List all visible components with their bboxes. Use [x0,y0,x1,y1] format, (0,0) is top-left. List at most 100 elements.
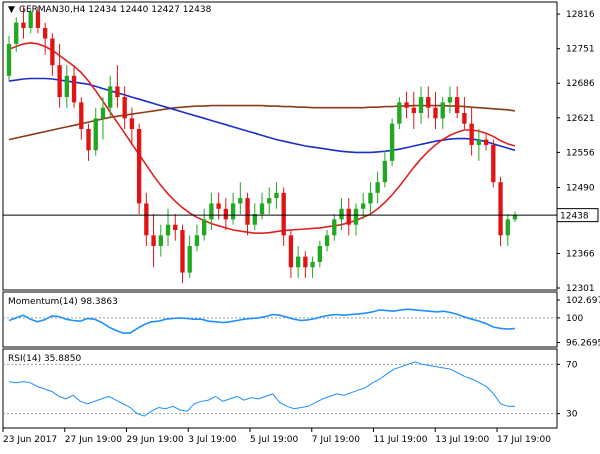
rsi-panel-border [2,348,558,429]
rsi-label: RSI(14) 35.8850 [8,354,81,364]
price-tick-label: 12621 [566,114,595,124]
time-tick-label: 5 Jul 19:00 [250,435,299,445]
ma-fast-line [8,41,516,234]
rsi-panel: 70 30 RSI(14) 35.8850 [2,348,578,429]
candle-bear [455,97,460,114]
candle-bull [324,235,330,246]
candle-bull [317,245,322,262]
candle-bull [187,245,192,273]
candle-bear [462,113,467,124]
candle-bull [100,107,106,119]
momentum-label: Momentum(14) 98.3863 [8,297,118,307]
time-tick-label: 27 Jun 19:00 [65,435,122,445]
price-tick-label: 12686 [566,79,595,89]
price-tick-label: 12366 [566,249,595,259]
rsi-series [3,361,557,417]
candle-bear [122,97,127,119]
candle-bull [418,97,424,114]
candle-bull [14,22,19,44]
candle-bear [50,38,55,66]
candle-bear [433,107,438,119]
momentum-axis: 102.6972 100 96.2695 [557,296,600,349]
candle-bear [173,224,178,231]
candle-bull [505,219,510,236]
candle-bull [64,75,69,98]
candle-bear [151,235,156,246]
candle-bull [267,198,272,204]
candle-bear [281,192,286,236]
candle-bear [35,11,41,28]
time-tick-label: 7 Jul 19:00 [312,435,361,445]
momentum-series [3,308,557,334]
price-axis: 12816 12751 12686 12621 12556 12490 12366 12301 [557,10,595,294]
time-axis: 23 Jun 2017 27 Jun 19:00 29 Jun 19:00 3 Jul… [2,428,551,445]
candle-bear [216,203,221,209]
candle-bear [469,123,474,145]
candle-bull [93,118,98,151]
candle-bear [346,208,351,225]
momentum-panel: 102.6972 100 96.2695 Momentum(14) 98.3863 [2,291,600,349]
rsi-tick-label: 70 [566,360,578,370]
candle-bear [144,203,149,236]
candle-bear [180,230,185,273]
price-tick-label: 12490 [566,183,595,193]
price-tick-label: 12556 [566,148,595,158]
candle-bull [230,203,236,220]
candle-bear [79,102,84,129]
candle-bear [404,102,409,108]
candle-bear [129,118,135,129]
candle-bear [483,139,489,145]
candle-bull [238,198,243,204]
candle-bull [512,215,518,220]
price-tick-label: 12816 [566,10,595,20]
rsi-line [8,361,515,417]
rsi-tick-label: 30 [566,410,578,420]
candle-bull [274,192,279,199]
price-tick-label: 12751 [566,45,595,55]
current-price-box [556,208,599,223]
candle-bull [361,203,366,209]
candle-bull [389,123,395,161]
candle-bear [136,128,142,204]
time-tick-label: 3 Jul 19:00 [188,435,237,445]
candle-bull [440,102,445,119]
candle-bull [108,86,113,108]
candle-bull [28,11,33,28]
candle-bear [303,256,308,268]
price-panel-border [2,1,558,291]
candle-bull [310,261,315,268]
candle-bull [332,219,337,236]
candle-bull [194,235,200,246]
candle-bull [368,192,373,204]
collapse-arrow-icon[interactable]: ▼ [8,5,15,15]
candle-bear [491,144,496,183]
symbol-info: GERMAN30,H4 12434 12440 12427 12438 [19,5,212,15]
candle-bull [6,43,12,76]
time-tick-label: 11 Jul 19:00 [374,435,428,445]
candle-bull [158,235,163,246]
candle-bull [209,203,214,220]
ma-mid-line [8,77,516,154]
candle-bull [259,203,265,215]
candle-bear [42,27,48,39]
candle-bear [21,22,26,28]
time-tick-label: 13 Jul 19:00 [435,435,489,445]
rsi-axis: 70 30 [557,360,578,420]
ma-slow-line [8,104,516,141]
momentum-tick-label: 96.2695 [566,339,600,349]
current-price-label: 12438 [560,212,589,222]
candle-bear [288,235,294,268]
price-series [6,6,518,284]
time-tick-label: 23 Jun 2017 [3,435,57,445]
candle-bear [245,198,250,225]
price-panel: 12816 12751 12686 12621 12556 12490 12366 12301… [2,1,599,294]
candle-bull [165,224,171,236]
candle-bear [86,128,91,151]
candle-bear [57,65,62,98]
candle-bull [252,214,257,225]
candle-bull [353,208,359,225]
candle-bull [382,160,388,183]
candle-bear [426,97,431,108]
